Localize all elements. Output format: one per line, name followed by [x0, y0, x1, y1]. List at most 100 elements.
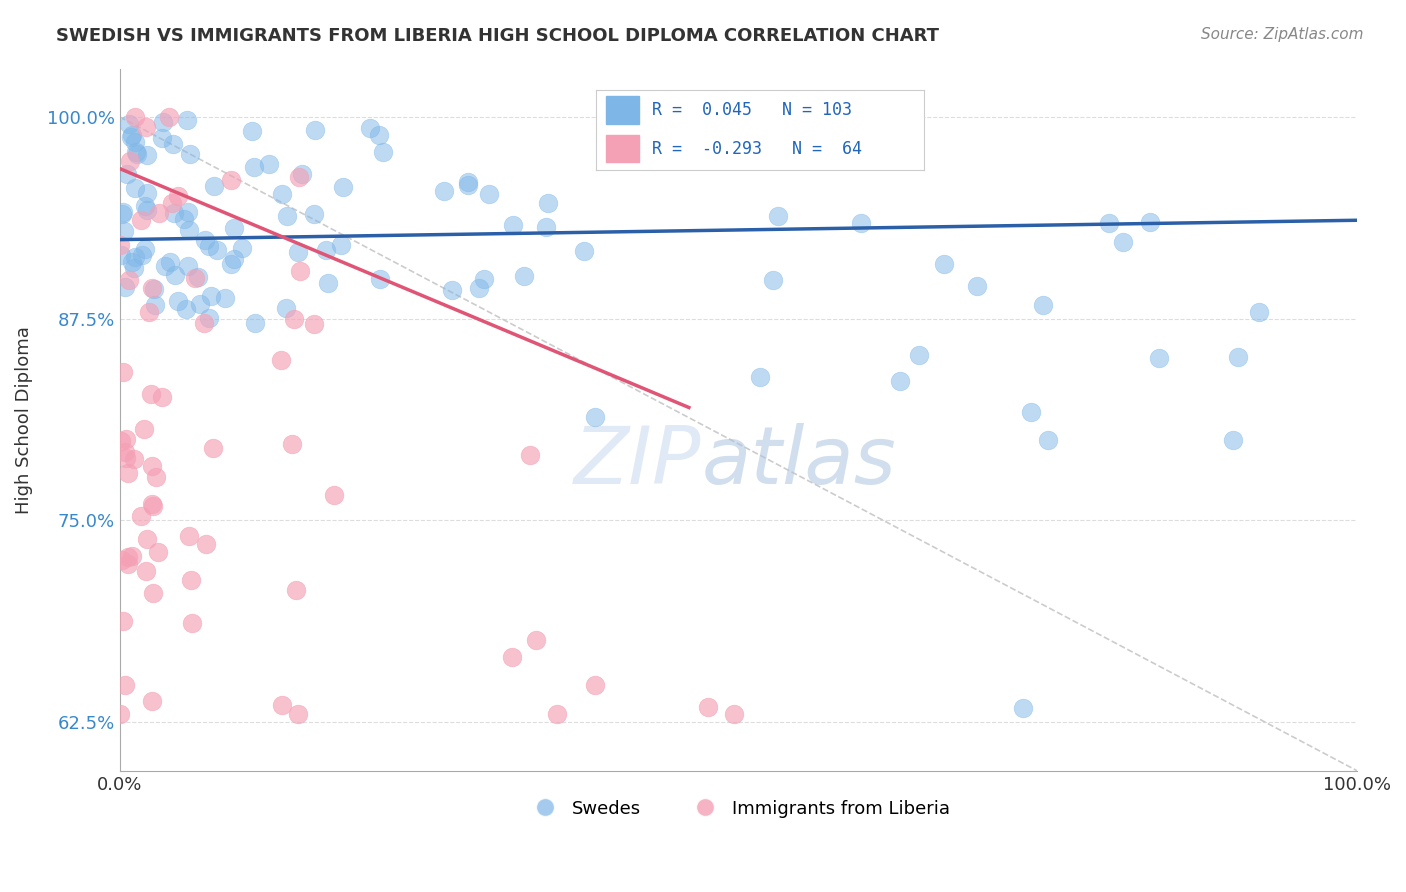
Point: [157, 110, 180, 124]
Point: [141, 694, 163, 708]
Point: [142, 500, 165, 514]
Point: [139, 387, 162, 401]
Point: [316, 276, 339, 290]
Point: [315, 243, 337, 257]
Point: [163, 206, 186, 220]
Point: [195, 537, 218, 551]
Point: [1098, 215, 1121, 229]
Point: [1012, 700, 1035, 714]
Point: [121, 128, 143, 142]
Point: [302, 318, 325, 332]
Point: [502, 218, 524, 232]
Point: [187, 269, 209, 284]
Point: [135, 203, 157, 218]
Point: [513, 268, 536, 283]
Point: [152, 115, 174, 129]
Point: [129, 213, 152, 227]
Point: [472, 272, 495, 286]
Point: [135, 148, 157, 162]
Point: [111, 365, 134, 379]
Point: [141, 280, 163, 294]
Point: [124, 250, 146, 264]
Point: [468, 280, 491, 294]
Point: [270, 353, 292, 368]
Point: [135, 120, 157, 134]
Y-axis label: High School Diploma: High School Diploma: [15, 326, 32, 514]
Point: [546, 707, 568, 722]
Point: [245, 316, 267, 330]
Point: [117, 549, 139, 564]
Point: [131, 248, 153, 262]
Point: [131, 509, 153, 524]
Point: [723, 707, 745, 722]
Point: [115, 451, 138, 466]
Point: [433, 185, 456, 199]
Point: [190, 296, 212, 310]
Point: [145, 470, 167, 484]
Point: [110, 434, 132, 449]
Point: [112, 204, 135, 219]
Point: [1139, 215, 1161, 229]
Text: Source: ZipAtlas.com: Source: ZipAtlas.com: [1201, 27, 1364, 42]
Point: [173, 212, 195, 227]
Point: [159, 255, 181, 269]
Point: [1222, 433, 1244, 447]
Point: [127, 147, 149, 161]
Point: [537, 195, 560, 210]
Point: [167, 293, 190, 308]
Point: [288, 170, 311, 185]
Point: [283, 312, 305, 326]
Point: [889, 374, 911, 388]
Point: [1032, 298, 1054, 312]
Point: [111, 553, 134, 567]
Point: [276, 209, 298, 223]
Point: [194, 233, 217, 247]
Text: atlas: atlas: [702, 423, 896, 500]
Point: [524, 633, 547, 648]
Point: [1112, 235, 1135, 249]
Point: [124, 181, 146, 195]
Point: [271, 187, 294, 202]
Point: [222, 221, 245, 235]
Point: [108, 238, 131, 252]
Point: [179, 223, 201, 237]
Point: [118, 153, 141, 168]
Point: [177, 529, 200, 543]
Point: [117, 168, 139, 182]
Legend: Swedes, Immigrants from Liberia: Swedes, Immigrants from Liberia: [520, 792, 957, 825]
Point: [167, 189, 190, 203]
Point: [907, 348, 929, 362]
Point: [214, 291, 236, 305]
Point: [368, 272, 391, 286]
Point: [108, 707, 131, 722]
Point: [204, 178, 226, 193]
Point: [121, 255, 143, 269]
Point: [219, 257, 242, 271]
Point: [124, 110, 146, 124]
Point: [222, 252, 245, 267]
Point: [179, 147, 201, 161]
Point: [142, 282, 165, 296]
Text: SWEDISH VS IMMIGRANTS FROM LIBERIA HIGH SCHOOL DIPLOMA CORRELATION CHART: SWEDISH VS IMMIGRANTS FROM LIBERIA HIGH …: [56, 27, 939, 45]
Point: [136, 533, 159, 547]
Point: [329, 238, 352, 252]
Point: [176, 302, 198, 317]
Point: [163, 268, 186, 282]
Point: [180, 574, 202, 588]
Point: [231, 241, 253, 255]
Point: [120, 130, 142, 145]
Point: [761, 273, 783, 287]
Point: [110, 247, 132, 261]
Point: [135, 565, 157, 579]
Point: [368, 128, 391, 142]
Point: [143, 297, 166, 311]
Point: [193, 316, 215, 330]
Point: [122, 452, 145, 467]
Point: [574, 244, 596, 258]
Point: [141, 497, 163, 511]
Point: [136, 186, 159, 200]
Point: [284, 583, 307, 598]
Point: [288, 263, 311, 277]
Point: [323, 488, 346, 502]
Point: [851, 216, 873, 230]
